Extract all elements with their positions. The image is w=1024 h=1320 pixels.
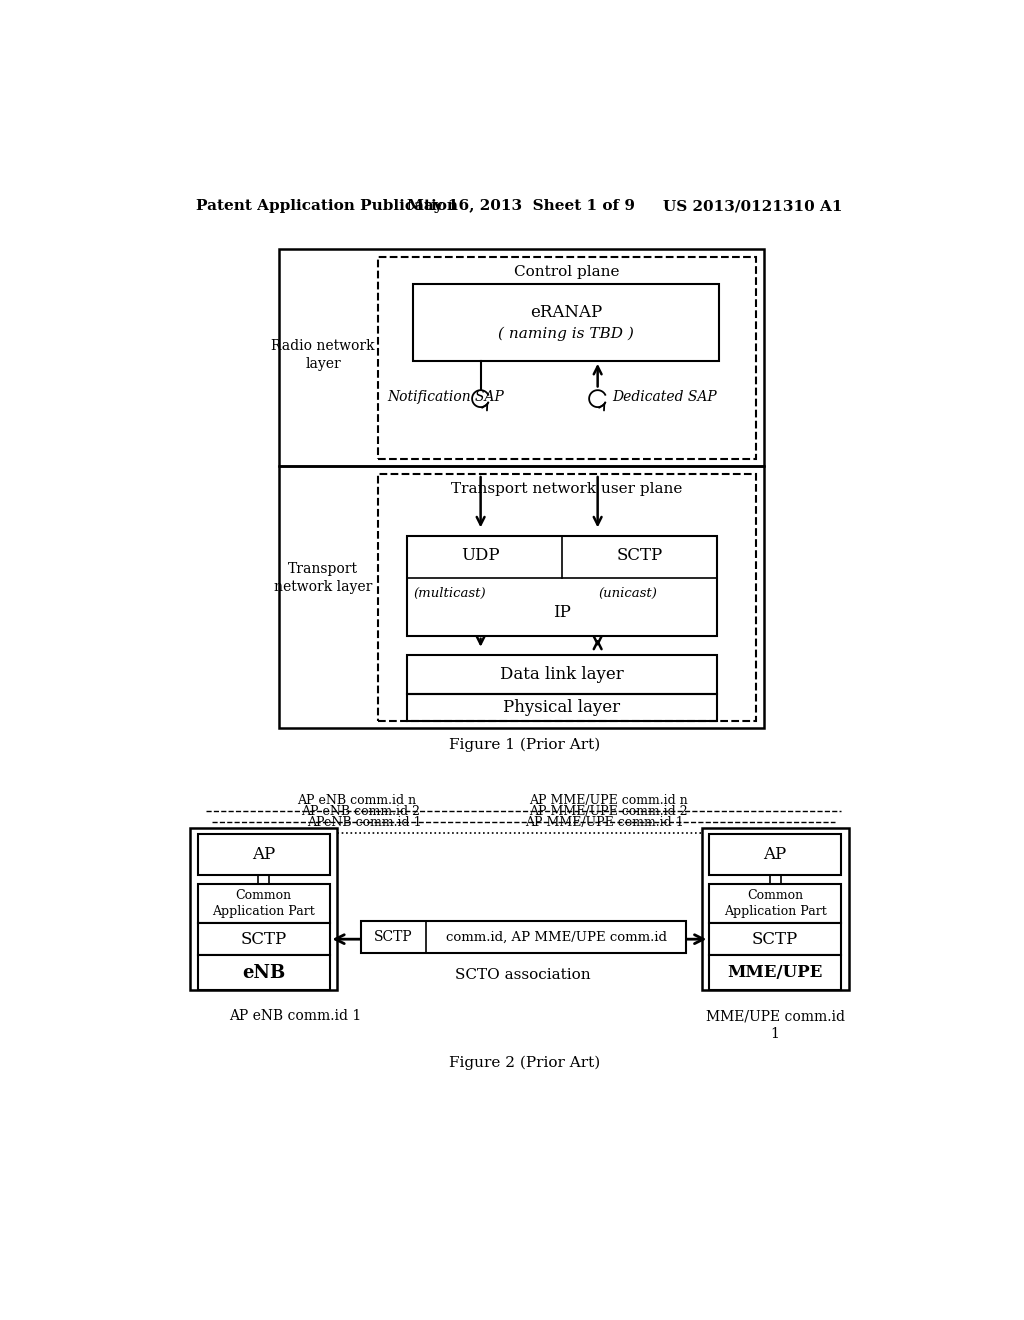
Text: AP eNB comm.id 1: AP eNB comm.id 1 [228,1010,361,1023]
Text: eRANAP: eRANAP [529,304,602,321]
Text: SCTP: SCTP [241,931,287,948]
Text: Common
Application Part: Common Application Part [212,888,315,917]
Text: Figure 2 (Prior Art): Figure 2 (Prior Art) [450,1056,600,1071]
Text: Physical layer: Physical layer [504,698,621,715]
Text: AP eNB comm.id 2: AP eNB comm.id 2 [301,805,420,818]
Bar [378,474,756,721]
Bar [710,923,841,956]
Bar [198,884,330,923]
Text: Figure 1 (Prior Art): Figure 1 (Prior Art) [450,738,600,752]
Text: APeNB comm.id 1: APeNB comm.id 1 [307,816,422,829]
Text: SCTP: SCTP [616,548,663,564]
Text: Data link layer: Data link layer [500,665,624,682]
Text: SCTP: SCTP [752,931,799,948]
Text: UDP: UDP [462,548,500,564]
Bar [190,829,337,990]
Bar [407,693,717,721]
Text: Control plane: Control plane [514,265,620,280]
Text: Transport
network layer: Transport network layer [274,562,373,594]
Text: Radio network
layer: Radio network layer [271,338,375,371]
Text: ( naming is TBD ): ( naming is TBD ) [498,327,634,341]
Bar [198,956,330,990]
Bar [701,829,849,990]
Bar [378,257,756,459]
Text: AP MME/UPE comm.id 2: AP MME/UPE comm.id 2 [529,805,688,818]
Bar [407,536,717,636]
Text: AP eNB comm.id n: AP eNB comm.id n [297,793,416,807]
Text: comm.id, AP MME/UPE comm.id: comm.id, AP MME/UPE comm.id [445,931,667,944]
Text: AP: AP [764,846,786,863]
Text: (unicast): (unicast) [598,587,657,601]
Text: AP MME/UPE comm.id 1: AP MME/UPE comm.id 1 [525,816,684,829]
Bar [710,834,841,875]
Bar [198,834,330,875]
Text: Transport network user plane: Transport network user plane [451,483,682,496]
Text: US 2013/0121310 A1: US 2013/0121310 A1 [663,199,843,213]
Text: Patent Application Publication: Patent Application Publication [197,199,458,213]
Text: AP: AP [252,846,275,863]
Text: Common
Application Part: Common Application Part [724,888,826,917]
Text: May 16, 2013  Sheet 1 of 9: May 16, 2013 Sheet 1 of 9 [407,199,635,213]
Text: Notification SAP: Notification SAP [388,391,505,404]
Text: SCTO association: SCTO association [456,968,591,982]
Text: IP: IP [553,605,571,622]
Text: eNB: eNB [242,964,286,982]
Text: SCTP: SCTP [374,929,413,944]
Text: (multicast): (multicast) [414,587,486,601]
Bar [414,284,719,360]
Bar [710,884,841,923]
Bar [710,956,841,990]
Bar [198,923,330,956]
Bar [360,921,686,953]
Text: MME/UPE: MME/UPE [727,964,823,981]
Text: AP MME/UPE comm.id n: AP MME/UPE comm.id n [529,793,688,807]
Bar [280,466,764,729]
Bar [280,249,764,466]
Bar [407,655,717,693]
Text: MME/UPE comm.id
1: MME/UPE comm.id 1 [706,1010,845,1040]
Text: Dedicated SAP: Dedicated SAP [612,391,717,404]
